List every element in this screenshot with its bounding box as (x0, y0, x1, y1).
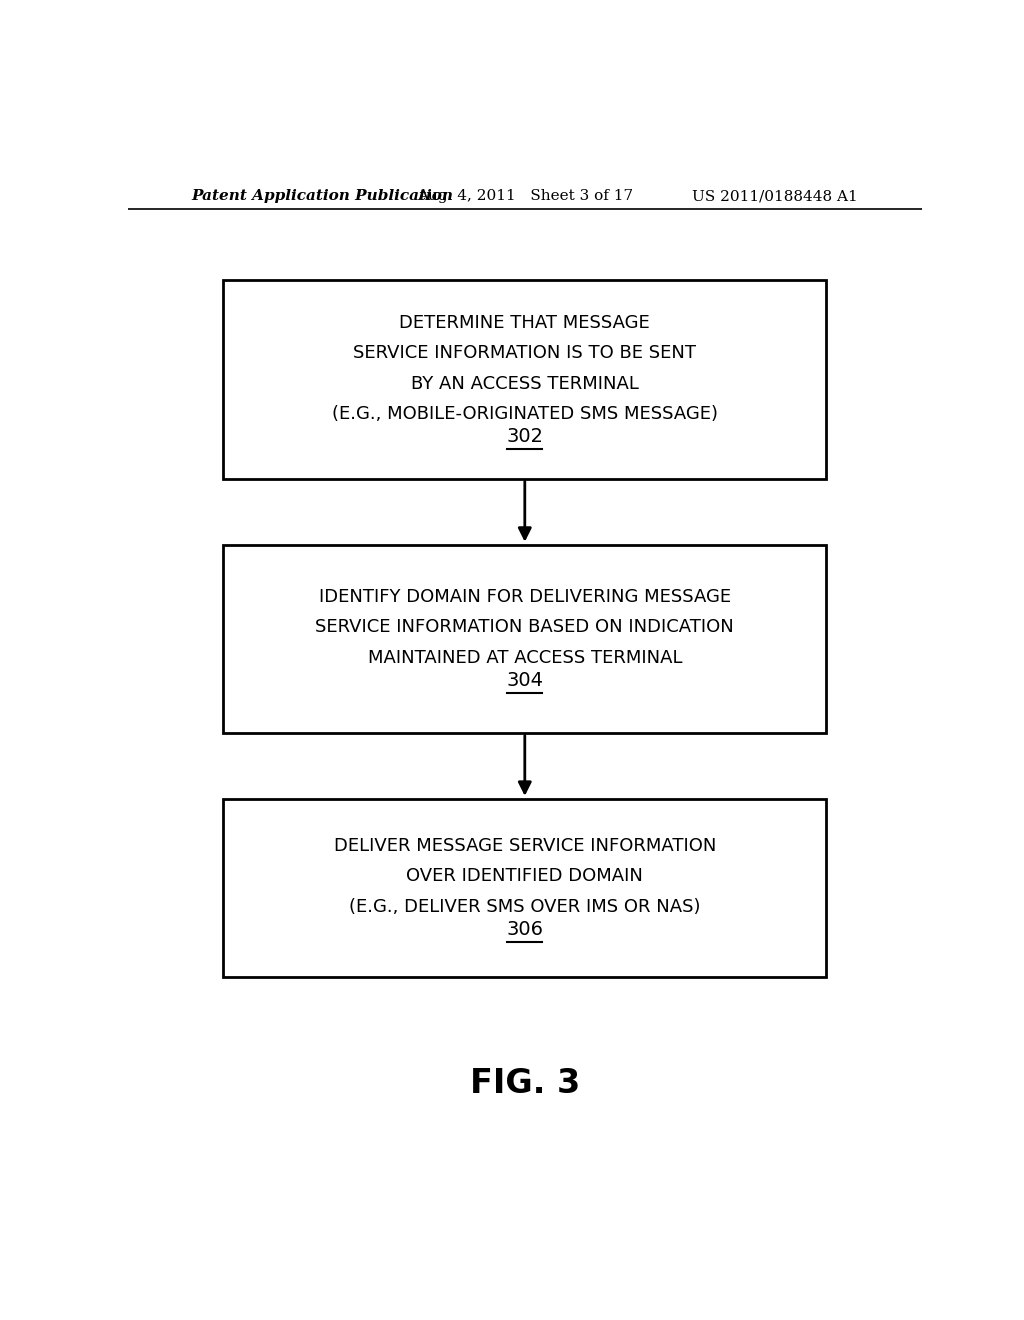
Text: IDENTIFY DOMAIN FOR DELIVERING MESSAGE: IDENTIFY DOMAIN FOR DELIVERING MESSAGE (318, 587, 731, 606)
Text: MAINTAINED AT ACCESS TERMINAL: MAINTAINED AT ACCESS TERMINAL (368, 649, 682, 667)
Text: OVER IDENTIFIED DOMAIN: OVER IDENTIFIED DOMAIN (407, 867, 643, 886)
Text: BY AN ACCESS TERMINAL: BY AN ACCESS TERMINAL (411, 375, 639, 392)
Text: FIG. 3: FIG. 3 (470, 1067, 580, 1100)
Text: DELIVER MESSAGE SERVICE INFORMATION: DELIVER MESSAGE SERVICE INFORMATION (334, 837, 716, 855)
FancyBboxPatch shape (223, 545, 826, 733)
Text: 306: 306 (506, 920, 544, 939)
Text: SERVICE INFORMATION IS TO BE SENT: SERVICE INFORMATION IS TO BE SENT (353, 345, 696, 362)
FancyBboxPatch shape (223, 799, 826, 977)
Text: (E.G., MOBILE-ORIGINATED SMS MESSAGE): (E.G., MOBILE-ORIGINATED SMS MESSAGE) (332, 405, 718, 422)
Text: 302: 302 (506, 426, 544, 446)
Text: SERVICE INFORMATION BASED ON INDICATION: SERVICE INFORMATION BASED ON INDICATION (315, 619, 734, 636)
Text: DETERMINE THAT MESSAGE: DETERMINE THAT MESSAGE (399, 314, 650, 331)
Text: (E.G., DELIVER SMS OVER IMS OR NAS): (E.G., DELIVER SMS OVER IMS OR NAS) (349, 898, 700, 916)
Text: Aug. 4, 2011   Sheet 3 of 17: Aug. 4, 2011 Sheet 3 of 17 (417, 189, 633, 203)
Text: Patent Application Publication: Patent Application Publication (191, 189, 454, 203)
Text: US 2011/0188448 A1: US 2011/0188448 A1 (692, 189, 858, 203)
FancyBboxPatch shape (223, 280, 826, 479)
Text: 304: 304 (506, 671, 544, 690)
